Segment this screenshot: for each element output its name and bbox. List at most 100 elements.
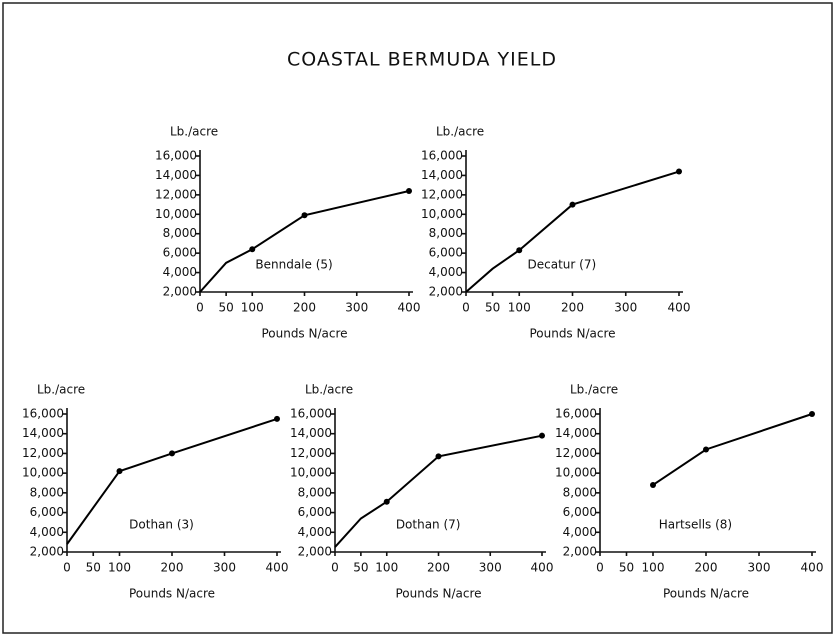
x-axis-label: Pounds N/acre bbox=[261, 327, 347, 341]
y-axis-label: Lb./acre bbox=[570, 383, 618, 397]
x-tick-label: 50 bbox=[619, 561, 634, 575]
x-axis-label: Pounds N/acre bbox=[663, 587, 749, 601]
y-tick-label: 10,000 bbox=[155, 207, 197, 221]
x-tick-label: 50 bbox=[218, 301, 233, 315]
x-tick-label: 300 bbox=[345, 301, 368, 315]
y-tick-label: 8,000 bbox=[298, 485, 332, 499]
x-tick-label: 400 bbox=[398, 301, 421, 315]
x-axis-label: Pounds N/acre bbox=[129, 587, 215, 601]
x-tick-label: 200 bbox=[161, 561, 184, 575]
y-tick-label: 12,000 bbox=[555, 446, 597, 460]
x-tick-label: 0 bbox=[196, 301, 204, 315]
y-tick-label: 4,000 bbox=[429, 265, 463, 279]
y-tick-label: 6,000 bbox=[163, 246, 197, 260]
data-point bbox=[703, 446, 709, 453]
y-tick-label: 10,000 bbox=[421, 207, 463, 221]
y-tick-label: 8,000 bbox=[563, 485, 597, 499]
x-tick-label: 50 bbox=[86, 561, 101, 575]
y-tick-label: 14,000 bbox=[555, 426, 597, 440]
data-point bbox=[406, 187, 412, 194]
y-tick-label: 2,000 bbox=[163, 285, 197, 299]
x-axis-label: Pounds N/acre bbox=[395, 587, 481, 601]
y-tick-label: 4,000 bbox=[298, 525, 332, 539]
y-tick-label: 12,000 bbox=[155, 187, 197, 201]
data-point bbox=[116, 468, 123, 475]
x-tick-label: 100 bbox=[375, 561, 398, 575]
data-point bbox=[539, 432, 545, 439]
panel-title: Hartsells (8) bbox=[659, 518, 732, 532]
y-tick-label: 16,000 bbox=[421, 149, 463, 163]
x-tick-label: 100 bbox=[108, 561, 131, 575]
y-tick-label: 16,000 bbox=[290, 407, 332, 421]
y-tick-label: 10,000 bbox=[22, 466, 64, 480]
data-point bbox=[383, 498, 390, 505]
data-point bbox=[569, 201, 576, 208]
x-tick-label: 300 bbox=[614, 301, 637, 315]
data-point bbox=[249, 246, 256, 253]
x-tick-label: 0 bbox=[462, 301, 470, 315]
y-tick-label: 10,000 bbox=[290, 466, 332, 480]
y-tick-label: 10,000 bbox=[555, 466, 597, 480]
panel-title: Benndale (5) bbox=[255, 258, 332, 272]
y-tick-label: 8,000 bbox=[163, 226, 197, 240]
x-tick-label: 200 bbox=[695, 561, 718, 575]
y-tick-label: 8,000 bbox=[429, 226, 463, 240]
x-tick-label: 200 bbox=[561, 301, 584, 315]
x-tick-label: 0 bbox=[596, 561, 604, 575]
y-tick-label: 14,000 bbox=[22, 426, 64, 440]
x-tick-label: 100 bbox=[508, 301, 531, 315]
data-point bbox=[516, 247, 523, 254]
y-tick-label: 6,000 bbox=[298, 505, 332, 519]
x-tick-label: 400 bbox=[801, 561, 824, 575]
panel-title: Dothan (7) bbox=[396, 518, 461, 532]
y-tick-label: 14,000 bbox=[290, 426, 332, 440]
panel-title: Dothan (3) bbox=[129, 518, 194, 532]
x-tick-label: 400 bbox=[668, 301, 691, 315]
x-tick-label: 100 bbox=[642, 561, 665, 575]
y-tick-label: 4,000 bbox=[163, 265, 197, 279]
x-tick-label: 50 bbox=[485, 301, 500, 315]
y-tick-label: 2,000 bbox=[429, 285, 463, 299]
y-tick-label: 4,000 bbox=[563, 525, 597, 539]
y-tick-label: 14,000 bbox=[421, 168, 463, 182]
data-point bbox=[301, 212, 308, 219]
y-tick-label: 16,000 bbox=[555, 407, 597, 421]
x-axis-label: Pounds N/acre bbox=[529, 327, 615, 341]
y-tick-label: 12,000 bbox=[290, 446, 332, 460]
y-tick-label: 14,000 bbox=[155, 168, 197, 182]
x-tick-label: 200 bbox=[293, 301, 316, 315]
y-tick-label: 6,000 bbox=[429, 246, 463, 260]
y-tick-label: 12,000 bbox=[421, 187, 463, 201]
data-point bbox=[435, 453, 442, 460]
y-axis-label: Lb./acre bbox=[305, 383, 353, 397]
x-tick-label: 300 bbox=[479, 561, 502, 575]
x-tick-label: 100 bbox=[241, 301, 264, 315]
x-tick-label: 300 bbox=[213, 561, 236, 575]
y-tick-label: 16,000 bbox=[22, 407, 64, 421]
y-tick-label: 6,000 bbox=[30, 505, 64, 519]
data-point bbox=[650, 481, 656, 488]
data-point bbox=[274, 415, 280, 422]
y-tick-label: 2,000 bbox=[30, 545, 64, 559]
x-tick-label: 50 bbox=[353, 561, 368, 575]
data-point bbox=[676, 168, 682, 175]
x-tick-label: 0 bbox=[331, 561, 339, 575]
y-tick-label: 8,000 bbox=[30, 485, 64, 499]
data-point bbox=[809, 411, 815, 417]
y-axis-label: Lb./acre bbox=[37, 383, 85, 397]
x-tick-label: 400 bbox=[531, 561, 554, 575]
x-tick-label: 200 bbox=[427, 561, 450, 575]
x-tick-label: 300 bbox=[748, 561, 771, 575]
x-tick-label: 0 bbox=[63, 561, 71, 575]
data-line bbox=[66, 417, 278, 545]
y-tick-label: 12,000 bbox=[22, 446, 64, 460]
y-tick-label: 2,000 bbox=[563, 545, 597, 559]
y-tick-label: 2,000 bbox=[298, 545, 332, 559]
y-tick-label: 4,000 bbox=[30, 525, 64, 539]
y-tick-label: 6,000 bbox=[563, 505, 597, 519]
y-tick-label: 16,000 bbox=[155, 149, 197, 163]
data-point bbox=[169, 450, 175, 457]
x-tick-label: 400 bbox=[266, 561, 289, 575]
